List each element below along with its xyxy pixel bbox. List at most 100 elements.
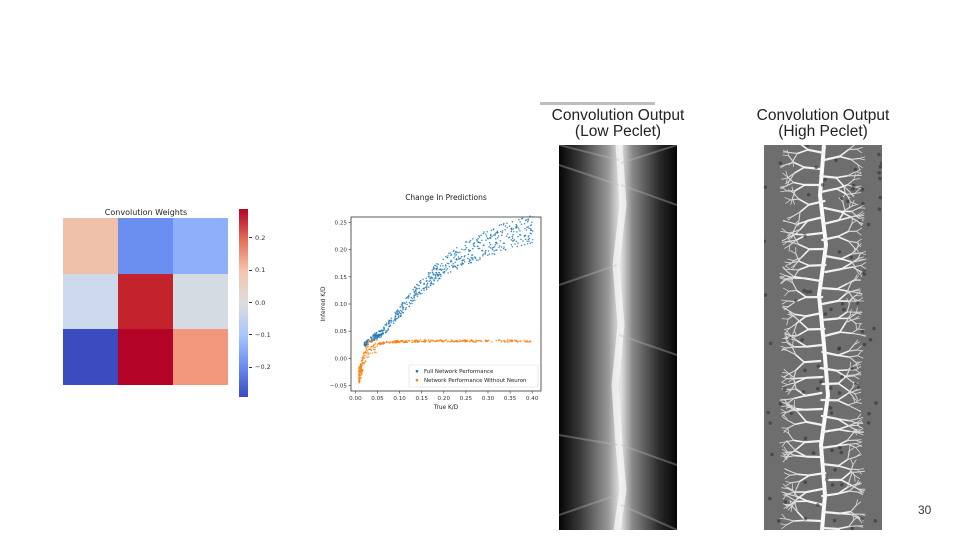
- scatter-point: [423, 287, 426, 290]
- scatter-point: [398, 316, 400, 318]
- scatter-point: [371, 352, 374, 354]
- scatter-point: [461, 262, 464, 264]
- scatter-point: [497, 339, 500, 341]
- scatter-point: [494, 234, 496, 236]
- scatter-point: [526, 226, 528, 228]
- scatter-point: [366, 346, 369, 348]
- scatter-point: [515, 339, 517, 341]
- scatter-point: [454, 266, 456, 268]
- scatter-point: [463, 249, 465, 251]
- scatter-point: [488, 241, 491, 244]
- scatter-point: [427, 272, 430, 274]
- scatter-point: [395, 318, 398, 320]
- scatter-point: [447, 272, 449, 274]
- scatter-point: [419, 280, 421, 283]
- scatter-point: [464, 339, 466, 342]
- scatter-point: [385, 331, 387, 334]
- scatter-point: [426, 282, 429, 285]
- scatter-point: [500, 246, 503, 248]
- scatter-point: [457, 251, 459, 254]
- scatter-point: [467, 253, 470, 256]
- scatter-point: [472, 257, 474, 259]
- scatter-point: [411, 300, 413, 302]
- scatter-point: [514, 243, 516, 245]
- scatter-point: [518, 218, 520, 221]
- scatter-point: [495, 339, 497, 342]
- scatter-point: [525, 219, 528, 221]
- x-axis-label: True K/D: [433, 405, 459, 411]
- page-number: 30: [918, 503, 932, 517]
- scatter-point: [505, 235, 508, 237]
- scatter-point: [452, 266, 454, 268]
- scatter-point: [467, 249, 470, 251]
- scatter-point: [362, 352, 365, 355]
- scatter-point: [374, 336, 377, 339]
- high-peclet-title: Convolution Output (High Peclet): [742, 108, 904, 140]
- scatter-point: [383, 326, 385, 328]
- scatter-point: [401, 301, 404, 304]
- scatter-point: [489, 237, 491, 239]
- scatter-point: [446, 262, 449, 265]
- scatter-point: [455, 247, 458, 249]
- scatter-point: [427, 286, 430, 288]
- scatter-point: [360, 374, 362, 376]
- scatter-point: [445, 255, 447, 258]
- scatter-point: [393, 319, 396, 321]
- scatter-point: [464, 244, 466, 247]
- scatter-point: [506, 340, 508, 343]
- scatter-point: [494, 244, 497, 246]
- scatter-point: [461, 259, 463, 262]
- scatter-point: [404, 303, 406, 305]
- scatter-point: [425, 287, 428, 289]
- scatter-point: [413, 295, 415, 297]
- scatter-point: [390, 317, 392, 319]
- scatter-point: [364, 352, 367, 354]
- scatter-point: [367, 353, 369, 356]
- scatter-point: [416, 287, 419, 290]
- scatter-point: [416, 295, 419, 298]
- scatter-point: [498, 245, 501, 247]
- scatter-point: [409, 292, 411, 295]
- scatter-point: [501, 231, 504, 234]
- scatter-point: [506, 226, 508, 229]
- scatter-point: [510, 339, 512, 341]
- scatter-point: [504, 225, 507, 227]
- scatter-point: [477, 238, 479, 240]
- scatter-point: [508, 225, 511, 227]
- scatter-point: [401, 311, 404, 314]
- scatter-point: [529, 232, 532, 234]
- scatter-point: [528, 227, 530, 229]
- scatter-point: [388, 322, 391, 324]
- scatter-point: [433, 274, 435, 276]
- scatter-point: [374, 339, 376, 341]
- scatter-point: [477, 340, 479, 342]
- scatter-point: [530, 233, 533, 235]
- scatter-point: [402, 306, 404, 309]
- scatter-point: [366, 350, 369, 352]
- scatter-point: [475, 239, 478, 241]
- scatter-point: [425, 288, 428, 291]
- convolution-weights-heatmap: [63, 218, 228, 385]
- scatter-point: [416, 293, 418, 296]
- scatter-point: [446, 340, 449, 343]
- scatter-point: [409, 299, 412, 302]
- scatter-point: [437, 280, 439, 282]
- scatter-point: [506, 233, 509, 235]
- scatter-point: [459, 339, 461, 341]
- scatter-point: [485, 249, 487, 252]
- scatter-point: [449, 271, 452, 273]
- scatter-point: [460, 263, 462, 265]
- x-tick-label: 0.10: [393, 396, 406, 402]
- scatter-point: [500, 340, 503, 342]
- scatter-point: [489, 246, 492, 249]
- scatter-point: [436, 267, 439, 269]
- scatter-point: [450, 254, 452, 257]
- scatter-point: [493, 234, 495, 236]
- low-peclet-title-line2: (Low Peclet): [574, 123, 662, 140]
- scatter-point: [530, 224, 533, 226]
- scatter-point: [495, 238, 497, 240]
- scatter-point: [453, 257, 455, 259]
- scatter-point: [435, 271, 438, 274]
- scatter-point: [520, 244, 523, 247]
- scatter-point: [456, 267, 458, 270]
